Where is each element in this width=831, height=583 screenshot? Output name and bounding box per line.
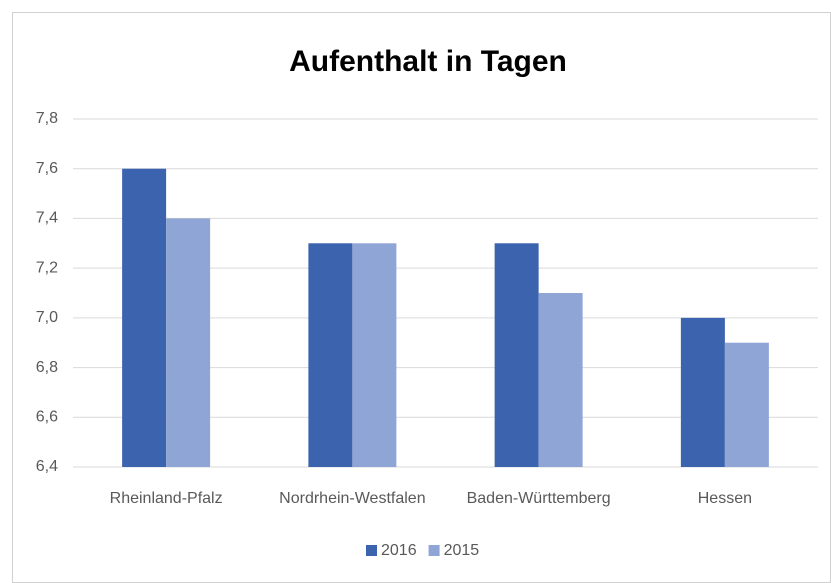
bar [122, 168, 167, 467]
legend-swatch [428, 545, 440, 556]
bar [352, 243, 397, 467]
y-tick-label: 7,2 [36, 259, 58, 276]
bar [166, 218, 211, 467]
bar [680, 317, 725, 467]
legend-label: 2015 [444, 542, 480, 559]
legend-swatch [366, 545, 377, 556]
x-tick-label: Rheinland-Pfalz [110, 490, 223, 507]
y-tick-label: 7,8 [36, 110, 58, 127]
bar [538, 293, 583, 467]
y-tick-label: 6,6 [36, 409, 58, 426]
y-tick-label: 7,4 [36, 210, 58, 227]
y-tick-label: 6,8 [36, 359, 58, 376]
x-tick-label: Hessen [698, 490, 752, 507]
x-tick-label: Baden-Württemberg [467, 490, 611, 507]
x-tick-label: Nordrhein-Westfalen [279, 490, 425, 507]
y-tick-label: 6,4 [36, 458, 58, 475]
y-tick-label: 7,0 [36, 309, 58, 326]
y-tick-label: 7,6 [36, 160, 58, 177]
bar [724, 342, 769, 467]
chart-title: Aufenthalt in Tagen [289, 45, 567, 78]
bar [494, 243, 539, 467]
bar [308, 243, 353, 467]
legend-label: 2016 [381, 542, 417, 559]
